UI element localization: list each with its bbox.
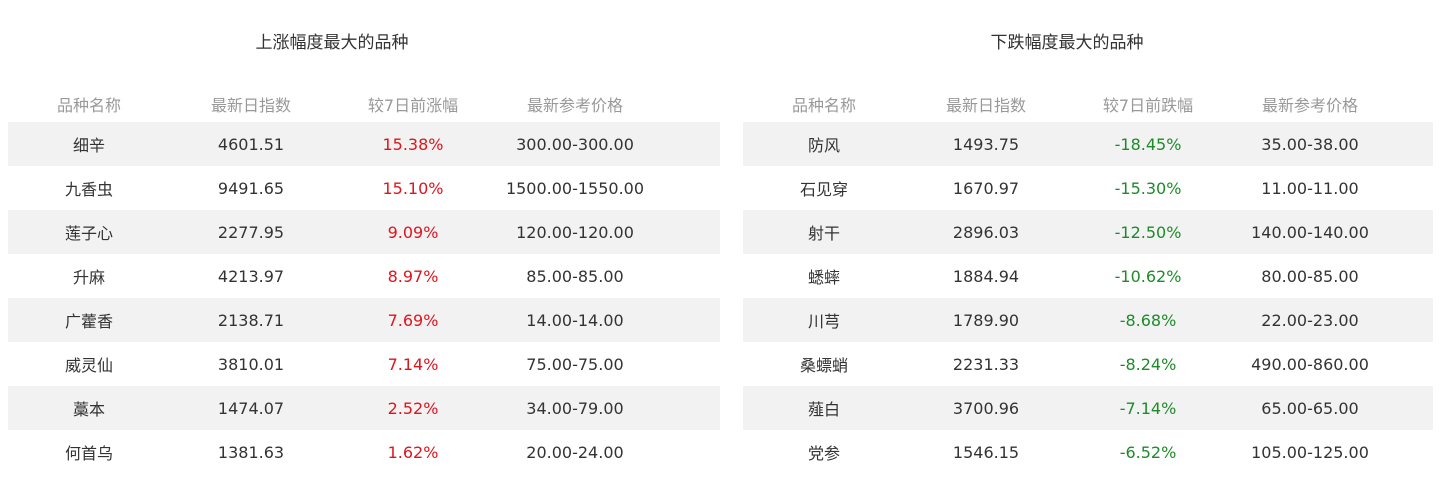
cell-change: -8.68% [1119, 310, 1177, 330]
cell-name: 桑螵蛸 [799, 356, 848, 375]
header-price: 最新参考价格 [526, 96, 623, 115]
cell-index: 4601.51 [217, 134, 285, 154]
table-title: 下跌幅度最大的品种 [990, 33, 1144, 53]
cell-price: 75.00-75.00 [526, 354, 624, 374]
cell-price: 22.00-23.00 [1261, 310, 1359, 330]
header-name: 品种名称 [56, 96, 121, 115]
cell-change: 15.10% [382, 178, 444, 198]
cell-price: 140.00-140.00 [1251, 222, 1369, 242]
header-index: 最新日指数 [210, 96, 291, 115]
cell-change: 7.14% [387, 354, 439, 374]
cell-change: -8.24% [1119, 354, 1177, 374]
cell-index: 1789.90 [952, 310, 1020, 330]
cell-index: 2231.33 [952, 354, 1020, 374]
table-row[interactable]: 防风 1493.75 -18.45% 35.00-38.00 [743, 122, 1433, 166]
cell-index: 3810.01 [217, 354, 285, 374]
cell-change: -10.62% [1114, 266, 1182, 286]
table-row[interactable]: 藁本 1474.07 2.52% 34.00-79.00 [8, 386, 720, 430]
cell-name: 升麻 [72, 268, 105, 287]
cell-price: 300.00-300.00 [516, 134, 634, 154]
cell-index: 2277.95 [217, 222, 285, 242]
cell-index: 9491.65 [217, 178, 285, 198]
table-row[interactable]: 升麻 4213.97 8.97% 85.00-85.00 [8, 254, 720, 298]
cell-name: 莲子心 [64, 224, 113, 243]
header-change: 较7日前涨幅 [367, 96, 459, 115]
cell-index: 1546.15 [952, 442, 1020, 462]
cell-change: -18.45% [1114, 134, 1182, 154]
cell-change: 2.52% [387, 398, 439, 418]
cell-change: 1.62% [387, 442, 439, 462]
table-row[interactable]: 威灵仙 3810.01 7.14% 75.00-75.00 [8, 342, 720, 386]
cell-price: 490.00-860.00 [1251, 354, 1369, 374]
header-change: 较7日前跌幅 [1102, 96, 1194, 115]
cell-index: 1670.97 [952, 178, 1020, 198]
cell-change: 7.69% [387, 310, 439, 330]
cell-name: 威灵仙 [64, 356, 113, 375]
cell-name: 何首乌 [64, 444, 113, 463]
header-price: 最新参考价格 [1261, 96, 1358, 115]
cell-price: 65.00-65.00 [1261, 398, 1359, 418]
cell-change: -15.30% [1114, 178, 1182, 198]
table-row[interactable]: 九香虫 9491.65 15.10% 1500.00-1550.00 [8, 166, 720, 210]
cell-index: 3700.96 [952, 398, 1020, 418]
cell-price: 120.00-120.00 [516, 222, 634, 242]
top-gainers-panel: 上涨幅度最大的品种品种名称 最新日指数 较7日前涨幅 最新参考价格细辛 4601.51 1… [8, 0, 720, 474]
header-name: 品种名称 [791, 96, 856, 115]
cell-name: 党参 [807, 444, 840, 463]
table-row[interactable]: 细辛 4601.51 15.38% 300.00-300.00 [8, 122, 720, 166]
cell-index: 1884.94 [952, 266, 1020, 286]
cell-index: 1474.07 [217, 398, 285, 418]
table-row[interactable]: 党参 1546.15 -6.52% 105.00-125.00 [743, 430, 1433, 474]
cell-price: 105.00-125.00 [1251, 442, 1369, 462]
table-header: 品种名称 最新日指数 较7日前跌幅 最新参考价格 [743, 86, 1433, 122]
cell-name: 石见穿 [799, 180, 848, 199]
cell-change: 8.97% [387, 266, 439, 286]
table-header: 品种名称 最新日指数 较7日前涨幅 最新参考价格 [8, 86, 720, 122]
table-row[interactable]: 蟋蟀 1884.94 -10.62% 80.00-85.00 [743, 254, 1433, 298]
cell-index: 4213.97 [217, 266, 285, 286]
cell-index: 2138.71 [217, 310, 285, 330]
header-index: 最新日指数 [945, 96, 1026, 115]
cell-price: 85.00-85.00 [526, 266, 624, 286]
cell-price: 11.00-11.00 [1261, 178, 1359, 198]
cell-name: 蟋蟀 [807, 268, 840, 287]
top-losers-panel: 下跌幅度最大的品种品种名称 最新日指数 较7日前跌幅 最新参考价格防风 1493.75 -… [743, 0, 1433, 474]
cell-change: -7.14% [1119, 398, 1177, 418]
cell-price: 1500.00-1550.00 [505, 178, 645, 198]
table-row[interactable]: 川芎 1789.90 -8.68% 22.00-23.00 [743, 298, 1433, 342]
cell-name: 射干 [807, 224, 840, 243]
cell-change: -6.52% [1119, 442, 1177, 462]
table-row[interactable]: 薤白 3700.96 -7.14% 65.00-65.00 [743, 386, 1433, 430]
table-row[interactable]: 莲子心 2277.95 9.09% 120.00-120.00 [8, 210, 720, 254]
table-row[interactable]: 桑螵蛸 2231.33 -8.24% 490.00-860.00 [743, 342, 1433, 386]
table-row[interactable]: 广藿香 2138.71 7.69% 14.00-14.00 [8, 298, 720, 342]
cell-price: 80.00-85.00 [1261, 266, 1359, 286]
table-row[interactable]: 石见穿 1670.97 -15.30% 11.00-11.00 [743, 166, 1433, 210]
cell-change: -12.50% [1114, 222, 1182, 242]
cell-price: 20.00-24.00 [526, 442, 624, 462]
cell-name: 薤白 [807, 400, 840, 419]
cell-index: 2896.03 [952, 222, 1020, 242]
cell-index: 1493.75 [952, 134, 1020, 154]
table-title: 上涨幅度最大的品种 [255, 33, 409, 53]
table-row[interactable]: 何首乌 1381.63 1.62% 20.00-24.00 [8, 430, 720, 474]
cell-name: 川芎 [807, 312, 840, 331]
cell-name: 九香虫 [64, 180, 113, 199]
cell-price: 14.00-14.00 [526, 310, 624, 330]
cell-price: 35.00-38.00 [1261, 134, 1359, 154]
cell-name: 细辛 [72, 136, 105, 155]
cell-name: 藁本 [72, 400, 105, 419]
cell-change: 15.38% [382, 134, 444, 154]
cell-change: 9.09% [387, 222, 439, 242]
cell-name: 广藿香 [64, 312, 113, 331]
cell-price: 34.00-79.00 [526, 398, 624, 418]
table-row[interactable]: 射干 2896.03 -12.50% 140.00-140.00 [743, 210, 1433, 254]
cell-name: 防风 [807, 136, 840, 155]
cell-index: 1381.63 [217, 442, 285, 462]
